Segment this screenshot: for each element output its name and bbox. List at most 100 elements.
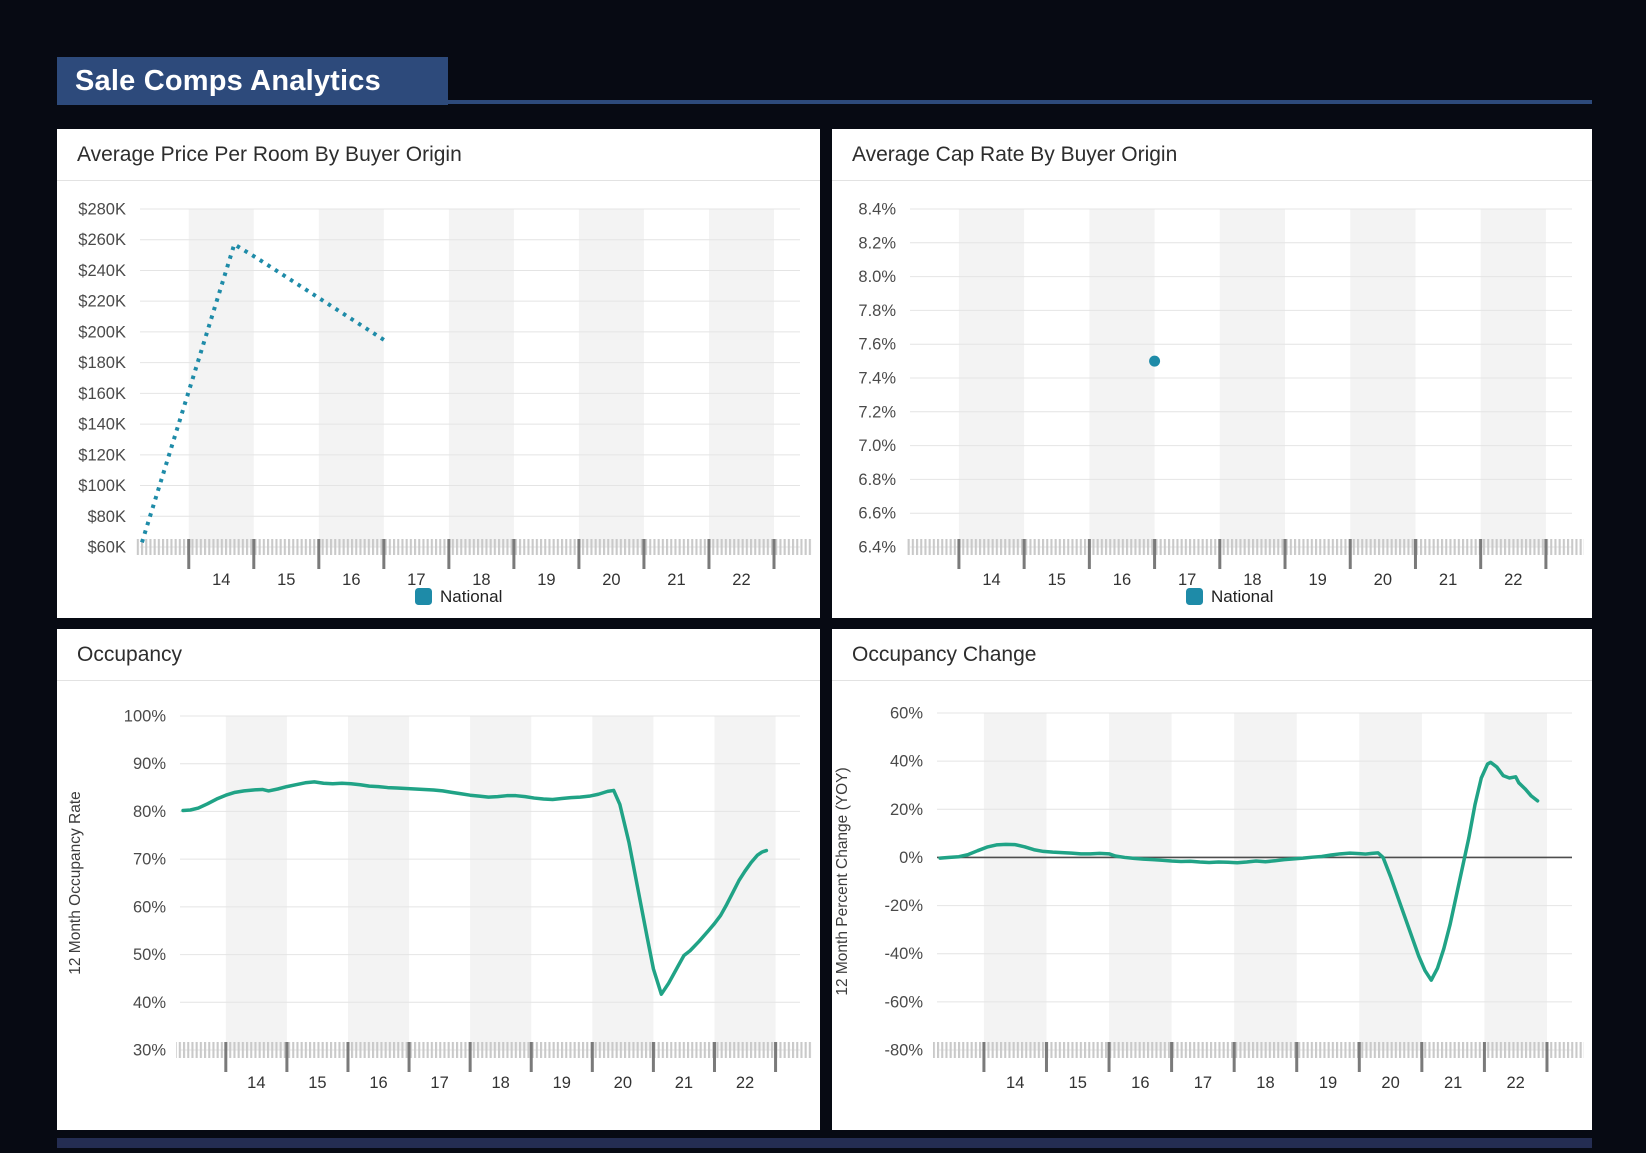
y-axis-label: 7.4%	[858, 370, 896, 388]
legend-item-national[interactable]: National	[1186, 587, 1273, 606]
price-per-room-chart[interactable]: $280K $260K $240K $220K $200K $180K $160K $140K…	[57, 181, 820, 618]
x-axis-label: 15	[1048, 571, 1066, 589]
y-axis-label: 7.0%	[858, 437, 896, 455]
y-axis-label: 60%	[133, 898, 166, 916]
y-axis-label: 8.2%	[858, 234, 896, 252]
year-band	[470, 716, 532, 1050]
price-per-room-chart-host: $280K $260K $240K $220K $200K $180K $160K $140K…	[57, 181, 820, 623]
header-rule	[57, 100, 1592, 104]
y-axis-label: $200K	[78, 323, 126, 341]
year-band	[578, 209, 644, 547]
x-axis-label: 15	[1069, 1074, 1087, 1092]
year-band	[318, 209, 384, 547]
occupancy-change-chart-host: 60% 40% 20% 0% -20% -40% -60% -80% 14 15 16 17 18 19 2…	[832, 681, 1592, 1135]
x-axis-label: 22	[736, 1074, 754, 1092]
chart-title-average-cap-rate: Average Cap Rate By Buyer Origin	[832, 129, 1592, 181]
x-axis-label: 18	[492, 1074, 510, 1092]
y-axis-label: 70%	[133, 851, 166, 869]
y-axis-label: -20%	[884, 897, 923, 915]
page-title: Sale Comps Analytics	[57, 57, 448, 105]
x-axis-label: 15	[308, 1074, 326, 1092]
y-axis-label: 6.6%	[858, 505, 896, 523]
minor-tick-band	[136, 539, 812, 555]
minor-tick-band	[176, 1042, 812, 1058]
legend-marker	[415, 588, 432, 605]
occupancy-chart[interactable]: 100% 90% 80% 70% 60% 50% 40% 30% 14 15 16 17 18 19 20 2…	[57, 681, 820, 1130]
x-axis-label: 21	[667, 571, 685, 589]
series-line[interactable]	[938, 760, 1540, 982]
y-axis-label: -60%	[884, 993, 923, 1011]
x-axis-label: 22	[1504, 571, 1522, 589]
x-axis-label: 14	[247, 1074, 265, 1092]
year-band	[188, 209, 254, 547]
legend-marker	[1186, 588, 1203, 605]
y-axis-label: 7.6%	[858, 336, 896, 354]
x-axis-label: 20	[1381, 1074, 1399, 1092]
x-axis-label: 21	[1439, 571, 1457, 589]
x-axis-label: 16	[1131, 1074, 1149, 1092]
y-axis-label: 8.4%	[858, 201, 896, 219]
x-axis-label: 17	[1194, 1074, 1212, 1092]
series-line[interactable]	[140, 242, 387, 543]
y-axis-label: 6.8%	[858, 471, 896, 489]
y-axis-label: $80K	[87, 508, 126, 526]
x-axis-label: 21	[1444, 1074, 1462, 1092]
x-axis-label: 20	[1374, 571, 1392, 589]
year-band	[1234, 713, 1297, 1050]
y-axis-label: -40%	[884, 945, 923, 963]
year-band	[1484, 713, 1547, 1050]
legend-item-national[interactable]: National	[415, 587, 502, 606]
cap-rate-chart-host: 8.4% 8.2% 8.0% 7.8% 7.6% 7.4% 7.2% 7.0% 6.8% 6.6%…	[832, 181, 1592, 623]
y-axis-title: 12 Month Occupancy Rate	[67, 791, 84, 975]
data-point[interactable]	[1149, 355, 1161, 367]
year-band	[708, 209, 774, 547]
x-axis-label: 16	[342, 571, 360, 589]
y-axis-label: 40%	[890, 753, 923, 771]
year-band	[714, 716, 776, 1050]
y-axis-label: 50%	[133, 946, 166, 964]
y-axis-label: -80%	[884, 1042, 923, 1060]
y-axis-label: $180K	[78, 354, 126, 372]
minor-tick-band	[933, 1042, 1584, 1058]
x-axis-label: 14	[212, 571, 230, 589]
panel-average-price-per-room: Average Price Per Room By Buyer Origin $…	[57, 129, 820, 618]
year-band	[347, 716, 410, 1050]
y-axis-label: 0%	[899, 849, 923, 867]
x-axis-label: 17	[430, 1074, 448, 1092]
x-axis-label: 21	[675, 1074, 693, 1092]
x-axis-label: 18	[472, 571, 490, 589]
occupancy-change-chart[interactable]: 60% 40% 20% 0% -20% -40% -60% -80% 14 15 16 17 18 19 2…	[832, 681, 1592, 1130]
year-band	[448, 209, 514, 547]
y-axis-label: $220K	[78, 293, 126, 311]
y-axis-label: 40%	[133, 994, 166, 1012]
y-axis-label: $100K	[78, 477, 126, 495]
legend-label: National	[440, 587, 502, 606]
x-axis-label: 17	[407, 571, 425, 589]
y-axis-label: $120K	[78, 446, 126, 464]
occupancy-chart-host: 100% 90% 80% 70% 60% 50% 40% 30% 14 15 16 17 18 19 20 2…	[57, 681, 820, 1135]
y-axis-label: 100%	[124, 708, 167, 726]
x-axis-label: 22	[732, 571, 750, 589]
x-axis-label: 16	[1113, 571, 1131, 589]
year-band	[225, 716, 287, 1050]
series-line[interactable]	[181, 780, 769, 996]
x-axis-label: 22	[1507, 1074, 1525, 1092]
cap-rate-chart[interactable]: 8.4% 8.2% 8.0% 7.8% 7.6% 7.4% 7.2% 7.0% 6.8% 6.6%…	[832, 181, 1592, 618]
y-axis-label: 80%	[133, 803, 166, 821]
year-band	[592, 716, 654, 1050]
x-axis-label: 19	[1319, 1074, 1337, 1092]
y-axis-label: $60K	[87, 539, 126, 557]
panel-average-cap-rate: Average Cap Rate By Buyer Origin 8.4% 8.2…	[832, 129, 1592, 618]
y-axis-label: 6.4%	[858, 539, 896, 557]
x-axis-label: 14	[982, 571, 1000, 589]
y-axis-label: 20%	[890, 801, 923, 819]
x-axis-label: 20	[602, 571, 620, 589]
page-title-text: Sale Comps Analytics	[75, 65, 381, 97]
y-axis-label: $140K	[78, 416, 126, 434]
x-axis-label: 15	[277, 571, 295, 589]
x-axis-label: 18	[1243, 571, 1261, 589]
y-axis-label: 60%	[890, 705, 923, 723]
legend-label: National	[1211, 587, 1273, 606]
panel-occupancy-change: Occupancy Change 60% 40% 20% 0% -20% -40% -60%…	[832, 629, 1592, 1130]
